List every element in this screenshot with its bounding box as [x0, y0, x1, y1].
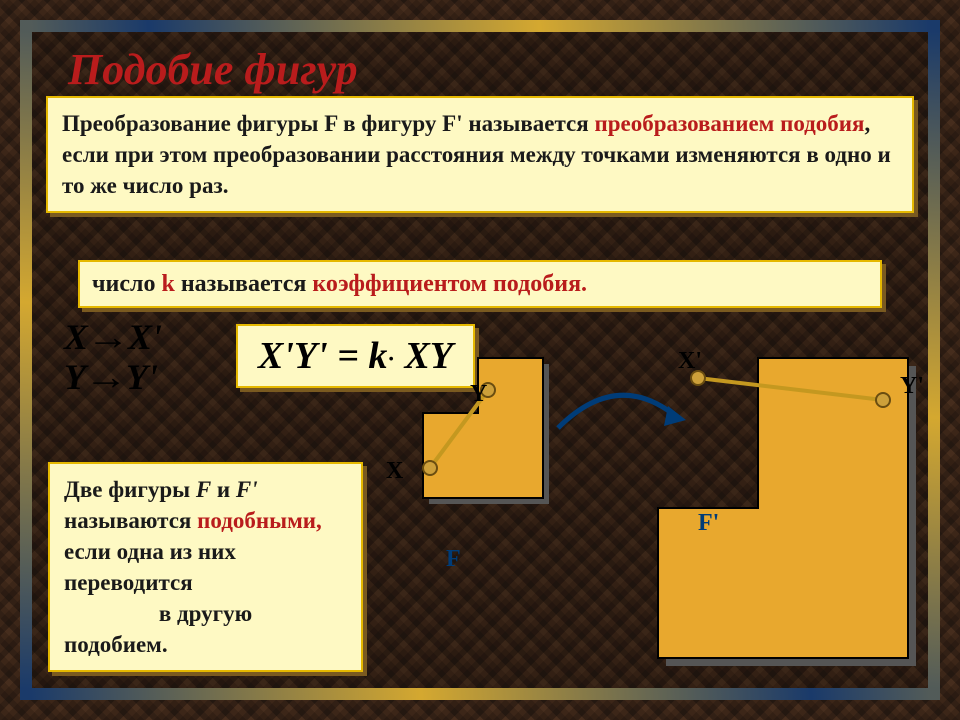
- point-yp: [876, 393, 890, 407]
- def2-highlight: коэффициентом подобия.: [312, 271, 587, 297]
- def3-hl: подобными,: [197, 508, 322, 533]
- def3-fp: F': [236, 477, 258, 502]
- formula-lhs: X'Y': [258, 335, 328, 377]
- map-y: Y: [64, 357, 86, 397]
- definition-box-2: число k называется коэффициентом подобия…: [78, 260, 882, 308]
- map-line-1: X→X': [64, 318, 162, 358]
- def2-pre: число: [92, 271, 161, 297]
- definition-box-3: Две фигуры F и F' называются подобными, …: [48, 462, 363, 672]
- def1-highlight: преобразованием подобия: [594, 111, 864, 136]
- def3-t4: если одна из них переводится: [64, 539, 236, 595]
- def3-t5: в другую: [64, 598, 347, 629]
- def1-pre: Преобразование фигуры F в фигуру F' назы…: [62, 111, 594, 136]
- label-fp: F': [698, 510, 719, 537]
- def2-k: k: [161, 271, 174, 297]
- arrow-icon: →: [86, 318, 129, 358]
- def3-t3: называются: [64, 508, 197, 533]
- transform-arrow: [558, 395, 678, 428]
- shapes-svg: [348, 328, 918, 688]
- map-x: X: [64, 317, 88, 357]
- page-title: Подобие фигур: [68, 44, 358, 95]
- def3-f: F: [196, 477, 211, 502]
- def3-t2: и: [211, 477, 236, 502]
- shape-f: [423, 358, 543, 498]
- label-xp: X': [678, 348, 702, 375]
- def2-mid: называется: [175, 271, 313, 297]
- mapping-notation: X→X' Y→Y': [64, 318, 162, 397]
- figure-canvas: [348, 328, 918, 688]
- label-f: F: [446, 546, 461, 573]
- map-yp: Y': [126, 357, 158, 397]
- def3-t1: Две фигуры: [64, 477, 196, 502]
- shape-fp: [658, 358, 908, 658]
- label-y: Y: [470, 381, 487, 408]
- def3-t6: подобием.: [64, 629, 347, 660]
- slide-content: Подобие фигур Преобразование фигуры F в …: [38, 38, 922, 682]
- map-xp: X': [128, 317, 162, 357]
- definition-box-1: Преобразование фигуры F в фигуру F' назы…: [46, 96, 914, 213]
- arrow-icon: →: [84, 358, 127, 398]
- label-yp: Y': [900, 373, 924, 400]
- label-x: X: [386, 458, 403, 485]
- map-line-2: Y→Y': [64, 358, 162, 398]
- point-x: [423, 461, 437, 475]
